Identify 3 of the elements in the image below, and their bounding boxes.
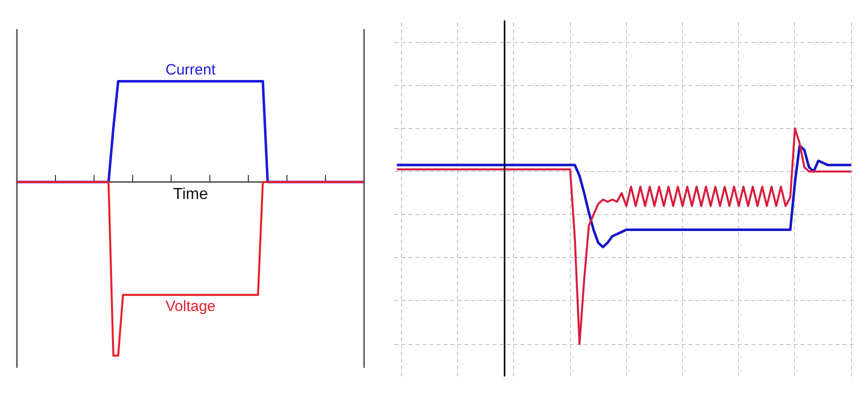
series-label: Current — [165, 61, 216, 78]
series-label: Voltage — [165, 298, 216, 315]
x-axis-title: Time — [173, 186, 208, 203]
